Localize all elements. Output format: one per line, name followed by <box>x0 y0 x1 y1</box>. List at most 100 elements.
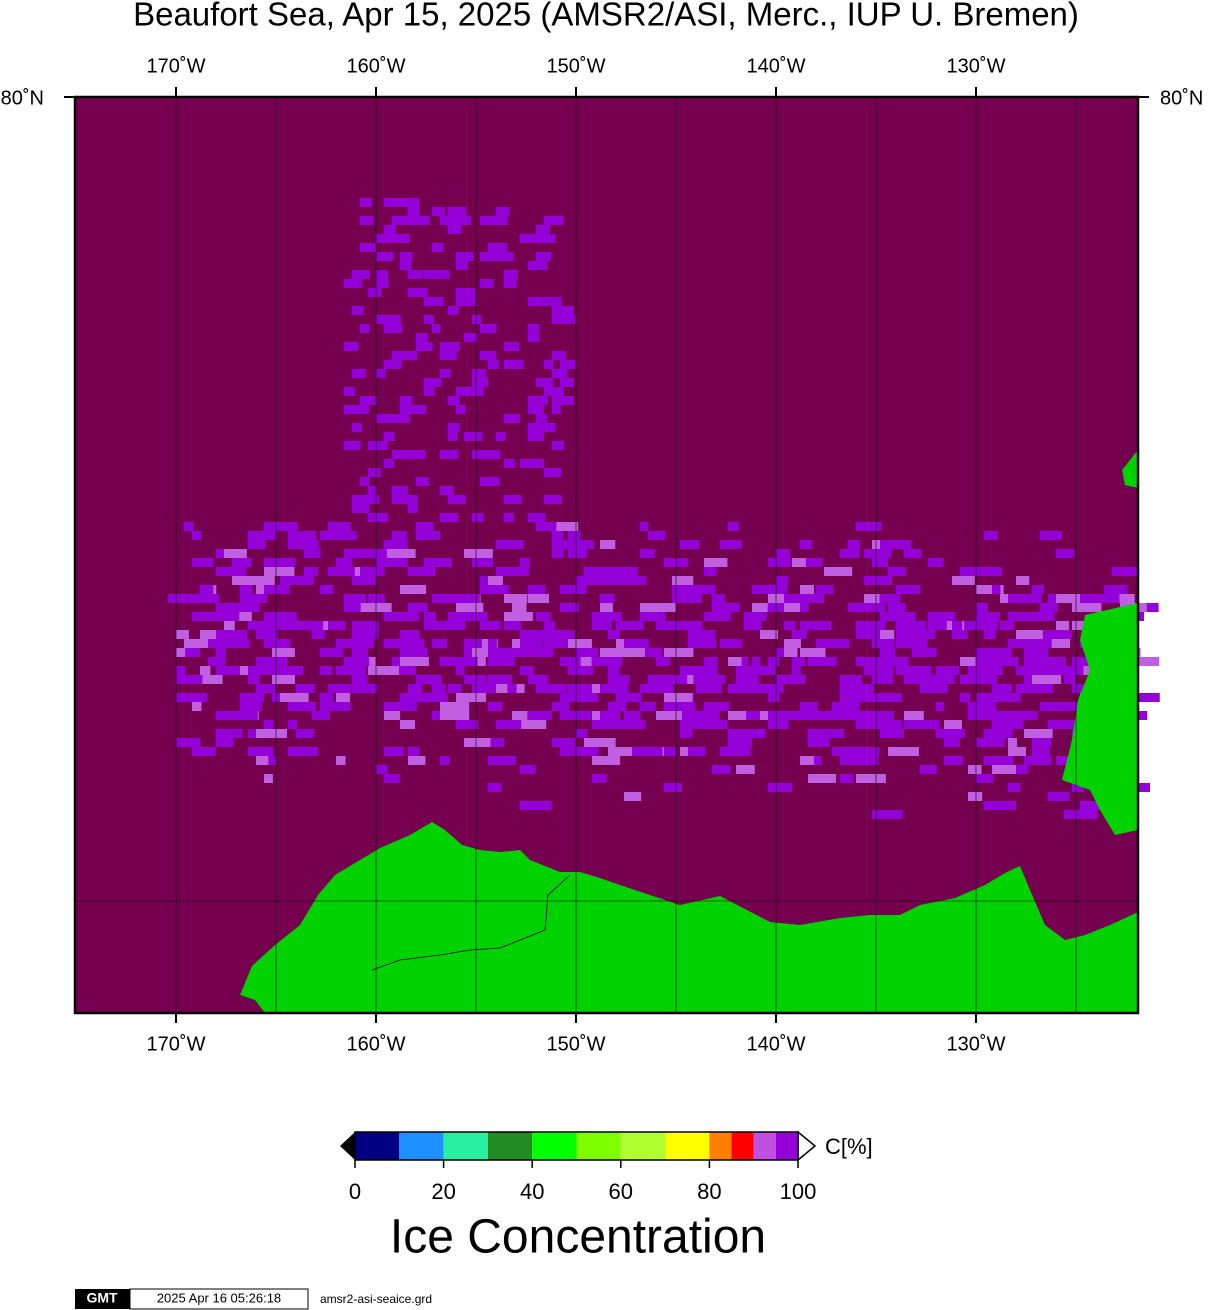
ice-cell <box>528 594 550 603</box>
ice-cell <box>768 711 794 720</box>
colorbar-under <box>340 1132 355 1160</box>
ice-cell <box>176 666 186 675</box>
ice-cell <box>456 666 465 675</box>
ice-cell <box>192 558 214 567</box>
colorbar-over <box>797 1130 817 1162</box>
colorbar-tick-label: 100 <box>780 1179 817 1204</box>
ice-cell <box>368 513 381 522</box>
ice-cell <box>480 279 494 288</box>
ice-cell <box>544 468 562 477</box>
ice-cell <box>352 576 377 585</box>
ice-cell <box>1016 765 1029 774</box>
ice-cell <box>744 612 767 621</box>
ice-cell <box>392 702 417 711</box>
ice-cell <box>528 648 554 657</box>
filename: amsr2-asi-seaice.grd <box>320 1292 432 1306</box>
ice-cell <box>392 666 416 675</box>
ice-cell <box>496 684 508 693</box>
ice-cell <box>192 594 219 603</box>
ice-cell <box>440 594 449 603</box>
ice-cell <box>592 774 607 783</box>
ice-cell <box>400 720 416 729</box>
ice-cell <box>456 288 475 297</box>
ice-cell <box>344 387 355 396</box>
ice-cell <box>760 666 776 675</box>
ice-cell <box>224 639 250 648</box>
ice-cell <box>1008 639 1038 648</box>
ice-cell <box>552 540 568 549</box>
ice-cell <box>736 729 765 738</box>
ice-cell <box>384 639 403 648</box>
ice-cell <box>448 423 460 432</box>
ice-cell <box>760 603 784 612</box>
ice-cell <box>544 387 564 396</box>
ice-cell <box>832 747 850 756</box>
ice-cell <box>400 657 429 666</box>
ice-cell <box>544 621 555 630</box>
ice-cell <box>600 711 620 720</box>
ice-cell <box>576 576 608 585</box>
ice-cell <box>888 567 907 576</box>
ice-cell <box>1024 756 1052 765</box>
colorbar-tick-label: 60 <box>609 1179 633 1204</box>
ice-cell <box>304 567 319 576</box>
ice-cell <box>240 702 262 711</box>
ice-cell <box>344 657 370 666</box>
ice-cell <box>600 684 629 693</box>
ice-cell <box>968 621 999 630</box>
ice-cell <box>424 621 445 630</box>
ice-cell <box>520 558 530 567</box>
ice-cell <box>360 495 379 504</box>
ice-cell <box>504 513 514 522</box>
ice-cell <box>808 774 837 783</box>
ice-cell <box>552 702 570 711</box>
ice-cell <box>704 558 728 567</box>
ice-cell <box>1072 621 1093 630</box>
ice-cell <box>1016 666 1048 675</box>
ice-cell <box>448 225 458 234</box>
ice-cell <box>232 576 253 585</box>
ice-cell <box>1128 657 1160 666</box>
ice-cell <box>664 648 682 657</box>
ice-cell <box>400 648 418 657</box>
ice-cell <box>344 549 355 558</box>
ice-cell <box>200 585 214 594</box>
ice-cell <box>440 351 457 360</box>
ice-cell <box>376 369 386 378</box>
ice-cell <box>424 387 435 396</box>
ice-cell <box>216 603 248 612</box>
ice-cell <box>488 576 503 585</box>
ice-cell <box>536 414 547 423</box>
colorbar-segment <box>355 1132 400 1160</box>
ice-cell <box>976 612 987 621</box>
ice-cell <box>1008 711 1038 720</box>
ice-cell <box>384 774 400 783</box>
ice-cell <box>448 495 460 504</box>
ice-cell <box>328 684 351 693</box>
ice-cell <box>528 405 544 414</box>
ice-cell <box>976 693 995 702</box>
ice-cell <box>672 711 702 720</box>
ice-cell <box>520 801 552 810</box>
ice-cell <box>400 639 425 648</box>
ice-cell <box>808 711 829 720</box>
ice-cell <box>360 639 371 648</box>
ice-cell <box>544 495 561 504</box>
ice-cell <box>928 621 947 630</box>
ice-cell <box>968 675 997 684</box>
ice-cell <box>856 621 875 630</box>
ice-cell <box>616 576 647 585</box>
ice-cell <box>560 657 581 666</box>
ice-cell <box>432 324 441 333</box>
ice-cell <box>264 558 296 567</box>
ice-cell <box>856 603 885 612</box>
ice-cell <box>408 450 426 459</box>
ice-cell <box>680 666 689 675</box>
ice-cell <box>376 765 388 774</box>
ice-cell <box>840 693 867 702</box>
ice-cell <box>512 711 528 720</box>
ice-cell <box>992 684 1012 693</box>
ice-cell <box>576 540 595 549</box>
ice-cell <box>416 522 434 531</box>
ice-cell <box>376 252 394 261</box>
